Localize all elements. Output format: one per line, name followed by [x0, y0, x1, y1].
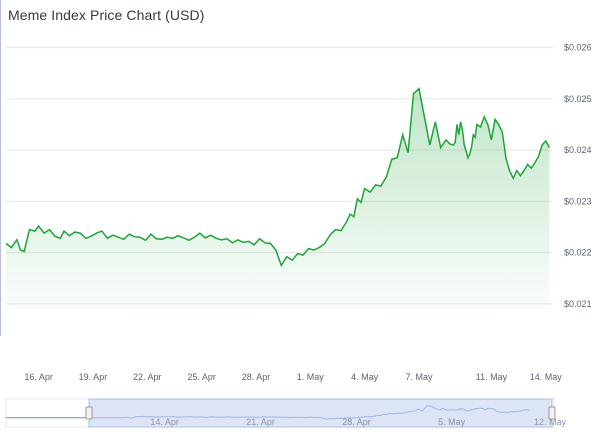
x-tick-label: 11. May [476, 372, 508, 382]
navigator-axis-ticks: 14. Apr 21. Apr 28. Apr 5. May 12. May [150, 417, 566, 427]
y-tick-label: $0.023 [564, 196, 592, 206]
x-tick-label: 7. May [405, 372, 433, 382]
navigator-tick-label: 12. May [534, 417, 567, 427]
y-tick-label: $0.022 [564, 248, 592, 258]
x-tick-label: 16. Apr [24, 372, 53, 382]
x-tick-label: 25. Apr [187, 372, 216, 382]
x-tick-label: 19. Apr [79, 372, 108, 382]
range-navigator[interactable]: 14. Apr 21. Apr 28. Apr 5. May 12. May [5, 398, 567, 428]
y-tick-label: $0.021 [564, 299, 592, 309]
x-axis-ticks: 16. Apr 19. Apr 22. Apr 25. Apr 28. Apr 1. Ma… [24, 372, 562, 382]
x-tick-label: 14. May [530, 372, 563, 382]
price-area-fill [6, 88, 550, 309]
price-line[interactable] [5, 87, 551, 268]
y-tick-label: $0.026 [564, 43, 592, 53]
navigator-tick-label: 14. Apr [150, 417, 179, 427]
y-tick-label: $0.025 [564, 94, 592, 104]
chart-frame-left-border [0, 0, 1, 336]
y-tick-label: $0.024 [564, 145, 592, 155]
navigator-right-handle[interactable] [548, 406, 556, 420]
navigator-tick-label: 5. May [438, 417, 466, 427]
y-axis-ticks: $0.026 $0.025 $0.024 $0.023 $0.022 $0.021 [564, 43, 592, 309]
x-tick-label: 28. Apr [242, 372, 271, 382]
navigator-tick-label: 21. Apr [246, 417, 275, 427]
x-tick-label: 1. May [297, 372, 325, 382]
chart-title: Meme Index Price Chart (USD) [8, 7, 205, 23]
navigator-tick-label: 28. Apr [342, 417, 371, 427]
x-tick-label: 4. May [351, 372, 379, 382]
x-tick-label: 22. Apr [133, 372, 162, 382]
navigator-left-handle[interactable] [85, 406, 93, 420]
